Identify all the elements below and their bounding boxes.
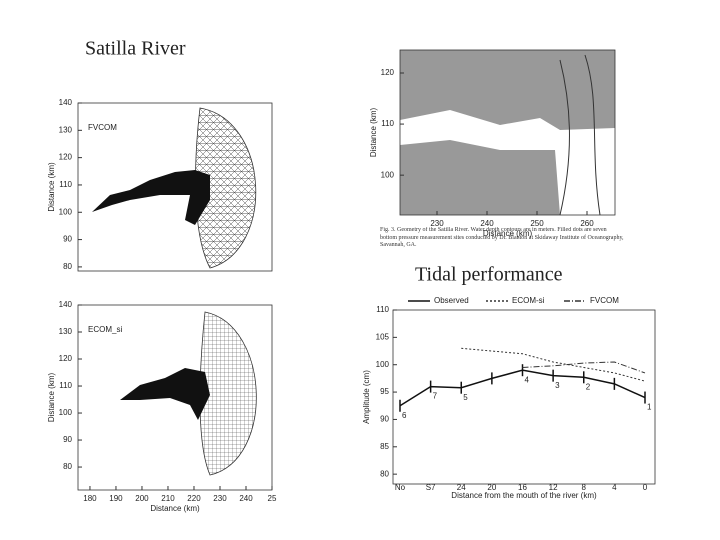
y-tick-label: 130	[59, 327, 73, 336]
y-tick-label: 110	[376, 305, 389, 314]
y-tick-label: 120	[59, 153, 73, 162]
contour	[584, 54, 601, 216]
y-tick-label: 110	[381, 119, 394, 128]
x-tick-label: 200	[135, 494, 149, 503]
frame	[77, 304, 273, 491]
channels	[400, 110, 615, 215]
frame	[399, 49, 616, 216]
x-tick-label: 8	[582, 483, 587, 492]
frame	[77, 102, 273, 272]
series-line	[522, 361, 646, 374]
x-tick-label: 230	[430, 219, 444, 228]
x-tick-label: 190	[109, 494, 123, 503]
y-tick-label: 90	[63, 435, 72, 444]
legend-label: FVCOM	[590, 296, 619, 305]
x-tick-label: 210	[161, 494, 175, 503]
river-shape	[92, 170, 210, 225]
station-label: 1	[647, 403, 652, 412]
legend-label: Observed	[434, 296, 469, 305]
y-tick-label: 100	[381, 170, 395, 179]
x-tick-label: 240	[239, 494, 253, 503]
series-line	[461, 347, 646, 382]
y-tick-label: 110	[59, 180, 72, 189]
y-tick-label: 100	[59, 408, 73, 417]
y-tick-label: 140	[59, 98, 73, 107]
panel-label: ECOM_si	[88, 325, 122, 334]
station-label: 6	[402, 411, 407, 420]
panel-label: FVCOM	[88, 123, 117, 132]
caption-box: Fig. 3. Geometry of the Satilla River. W…	[380, 227, 624, 248]
x-tick-label: 20	[487, 483, 496, 492]
x-tick-label: 230	[213, 494, 227, 503]
x-tick-label: 12	[549, 483, 558, 492]
y-tick-label: 110	[59, 381, 72, 390]
y-axis-label: Distance (km)	[369, 107, 378, 157]
y-tick-label: 95	[380, 387, 389, 396]
y-tick-label: 120	[381, 68, 395, 77]
x-axis-label: Distance from the mouth of the river (km…	[451, 491, 597, 500]
station-label: 4	[525, 375, 530, 384]
x-tick-label: S7	[426, 483, 436, 492]
x-tick-label: 4	[612, 483, 617, 492]
y-axis-label: Amplitude (cm)	[362, 370, 371, 424]
y-tick-label: 140	[59, 300, 73, 309]
y-tick-label: 100	[59, 207, 73, 216]
y-tick-label: 100	[376, 360, 390, 369]
x-tick-label: 0	[643, 483, 648, 492]
contour	[559, 59, 570, 216]
x-tick-label: 250	[530, 219, 544, 228]
y-tick-label: 105	[376, 332, 390, 341]
y-tick-label: 130	[59, 125, 73, 134]
y-axis-label: Distance (km)	[47, 162, 56, 212]
station-label: 3	[555, 381, 560, 390]
y-tick-label: 80	[63, 262, 72, 271]
caption: Fig. 3. Geometry of the Satilla River. W…	[380, 227, 624, 248]
station-label: 7	[433, 392, 438, 401]
x-tick-label: 16	[518, 483, 527, 492]
legend-label: ECOM-si	[512, 296, 545, 305]
x-tick-label: No	[395, 483, 406, 492]
y-tick-label: 120	[59, 354, 73, 363]
x-tick-label: 25	[268, 494, 277, 503]
station-label: 5	[463, 393, 468, 402]
mesh-grid	[195, 107, 257, 269]
station-label: 2	[586, 382, 591, 391]
y-axis-label: Distance (km)	[47, 372, 56, 422]
x-tick-label: 24	[457, 483, 466, 492]
river-shape	[120, 368, 210, 420]
y-tick-label: 85	[380, 442, 389, 451]
x-axis-label: Distance (km)	[150, 504, 200, 513]
frame	[392, 309, 656, 485]
y-tick-label: 90	[63, 235, 72, 244]
title: Satilla River	[85, 38, 186, 60]
x-axis-label: Distance (km)	[483, 229, 533, 238]
x-tick-label: 220	[187, 494, 201, 503]
x-tick-label: 260	[580, 219, 594, 228]
y-tick-label: 90	[380, 415, 389, 424]
subtitle: Tidal performance	[415, 264, 563, 286]
y-tick-label: 80	[63, 462, 72, 471]
y-tick-label: 80	[380, 469, 389, 478]
x-tick-label: 180	[83, 494, 97, 503]
x-tick-label: 240	[480, 219, 494, 228]
